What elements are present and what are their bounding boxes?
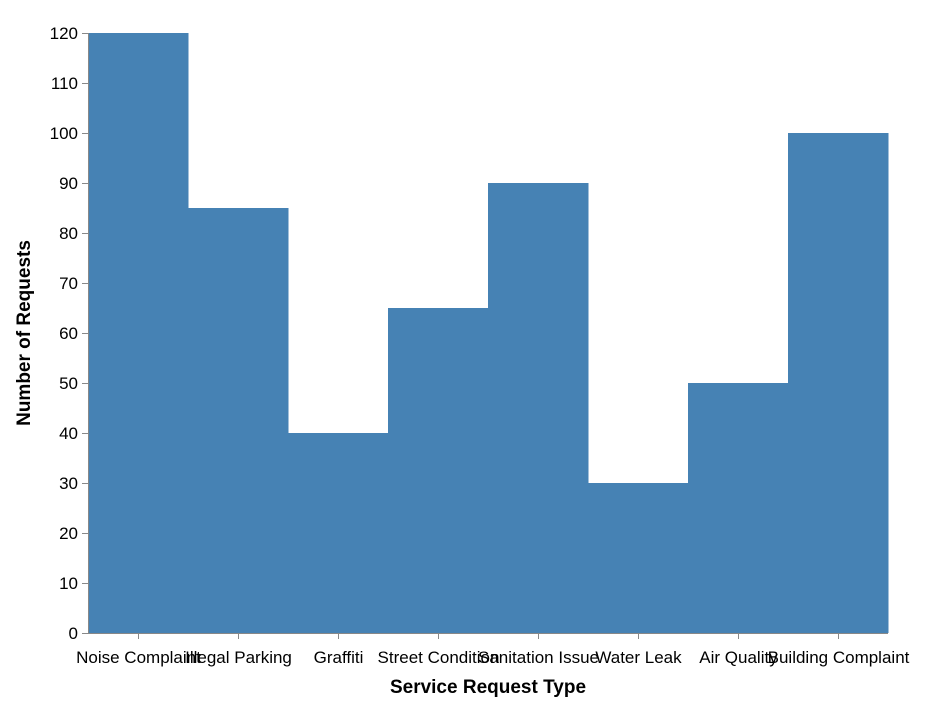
x-tick-label: Sanitation Issue [478, 648, 599, 667]
x-tick-label: Street Condition [378, 648, 500, 667]
area-segment-noise-complaint [88, 33, 189, 633]
y-tick-label: 100 [50, 124, 78, 143]
y-tick-label: 90 [59, 174, 78, 193]
y-tick-label: 10 [59, 574, 78, 593]
y-axis-title: Number of Requests [14, 240, 35, 426]
y-tick-label: 120 [50, 24, 78, 43]
y-tick-label: 20 [59, 524, 78, 543]
x-tick-label: Noise Complaint [76, 648, 201, 667]
x-tick-label: Air Quality [699, 648, 778, 667]
y-tick-label: 110 [51, 74, 78, 93]
x-tick-label: Illegal Parking [185, 648, 292, 667]
area-segment-sanitation-issue [488, 183, 589, 633]
x-axis-title: Service Request Type [390, 677, 586, 698]
area-segment-water-leak [588, 483, 689, 633]
area-segment-building-complaint [788, 133, 889, 633]
y-axis: 0 10 20 30 40 50 60 70 80 90 100 110 120 [50, 24, 89, 643]
y-tick-label: 0 [69, 624, 78, 643]
area-segment-illegal-parking [188, 208, 289, 633]
y-tick-label: 30 [59, 474, 78, 493]
x-tick-label: Water Leak [595, 648, 682, 667]
area-segment-graffiti [288, 433, 389, 633]
area-segment-air-quality [688, 383, 789, 633]
y-tick-label: 40 [59, 424, 78, 443]
y-tick-label: 80 [59, 224, 78, 243]
area-segment-street-condition [388, 308, 489, 633]
y-tick-label: 70 [59, 274, 78, 293]
y-tick-label: 50 [59, 374, 78, 393]
plot-area [88, 33, 889, 633]
x-tick-label: Building Complaint [768, 648, 910, 667]
x-tick-label: Graffiti [314, 648, 364, 667]
y-tick-label: 60 [59, 324, 78, 343]
